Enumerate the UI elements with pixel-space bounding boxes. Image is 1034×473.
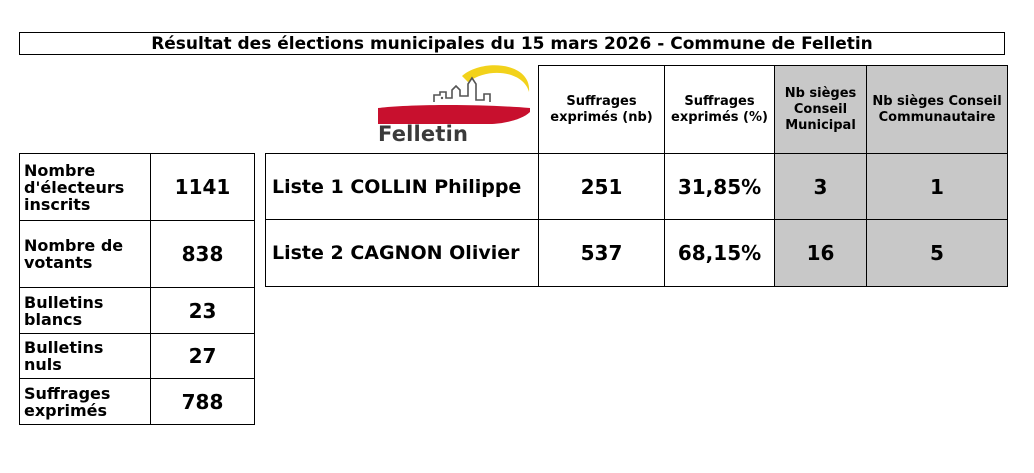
table-row: Liste 2 CAGNON Olivier 537 68,15% 16 5 [265, 219, 1008, 287]
table-row: Liste 1 COLLIN Philippe 251 31,85% 3 1 [265, 153, 1008, 220]
seats-municipal: 3 [774, 153, 867, 220]
header-votes-pct: Suffrages exprimés (%) [664, 65, 775, 154]
logo-text: Felletin [378, 122, 469, 146]
stat-label: Nombre d'électeurs inscrits [19, 153, 151, 221]
header-seats-community: Nb sièges Conseil Communautaire [866, 65, 1008, 154]
page-title: Résultat des élections municipales du 15… [19, 32, 1005, 55]
table-row: Nombre d'électeurs inscrits 1141 [19, 153, 255, 221]
table-row: Nombre de votants 838 [19, 220, 255, 288]
seats-community: 1 [866, 153, 1008, 220]
table-row: Suffrages exprimés 788 [19, 378, 255, 425]
stat-value: 27 [150, 333, 255, 379]
felletin-logo-graphic [378, 65, 530, 124]
votes-pct: 68,15% [664, 219, 775, 287]
seats-community: 5 [866, 219, 1008, 287]
votes-nb: 251 [538, 153, 665, 220]
stat-label: Bulletins nuls [19, 333, 151, 379]
table-row: Bulletins nuls 27 [19, 333, 255, 379]
felletin-logo: Felletin [372, 62, 532, 150]
header-votes-nb: Suffrages exprimés (nb) [538, 65, 665, 154]
header-seats-municipal: Nb sièges Conseil Municipal [774, 65, 867, 154]
seats-municipal: 16 [774, 219, 867, 287]
votes-nb: 537 [538, 219, 665, 287]
stat-value: 23 [150, 287, 255, 334]
stat-value: 788 [150, 378, 255, 425]
stat-value: 838 [150, 220, 255, 288]
stat-label: Bulletins blancs [19, 287, 151, 334]
results-table: Suffrages exprimés (nb) Suffrages exprim… [265, 65, 1008, 287]
stat-value: 1141 [150, 153, 255, 221]
list-name: Liste 2 CAGNON Olivier [265, 219, 539, 287]
header-spacer [266, 66, 539, 154]
stat-label: Nombre de votants [19, 220, 151, 288]
table-row: Bulletins blancs 23 [19, 287, 255, 334]
header-row: Suffrages exprimés (nb) Suffrages exprim… [266, 65, 1008, 154]
stats-table: Nombre d'électeurs inscrits 1141 Nombre … [19, 153, 255, 425]
list-name: Liste 1 COLLIN Philippe [265, 153, 539, 220]
stat-label: Suffrages exprimés [19, 378, 151, 425]
votes-pct: 31,85% [664, 153, 775, 220]
